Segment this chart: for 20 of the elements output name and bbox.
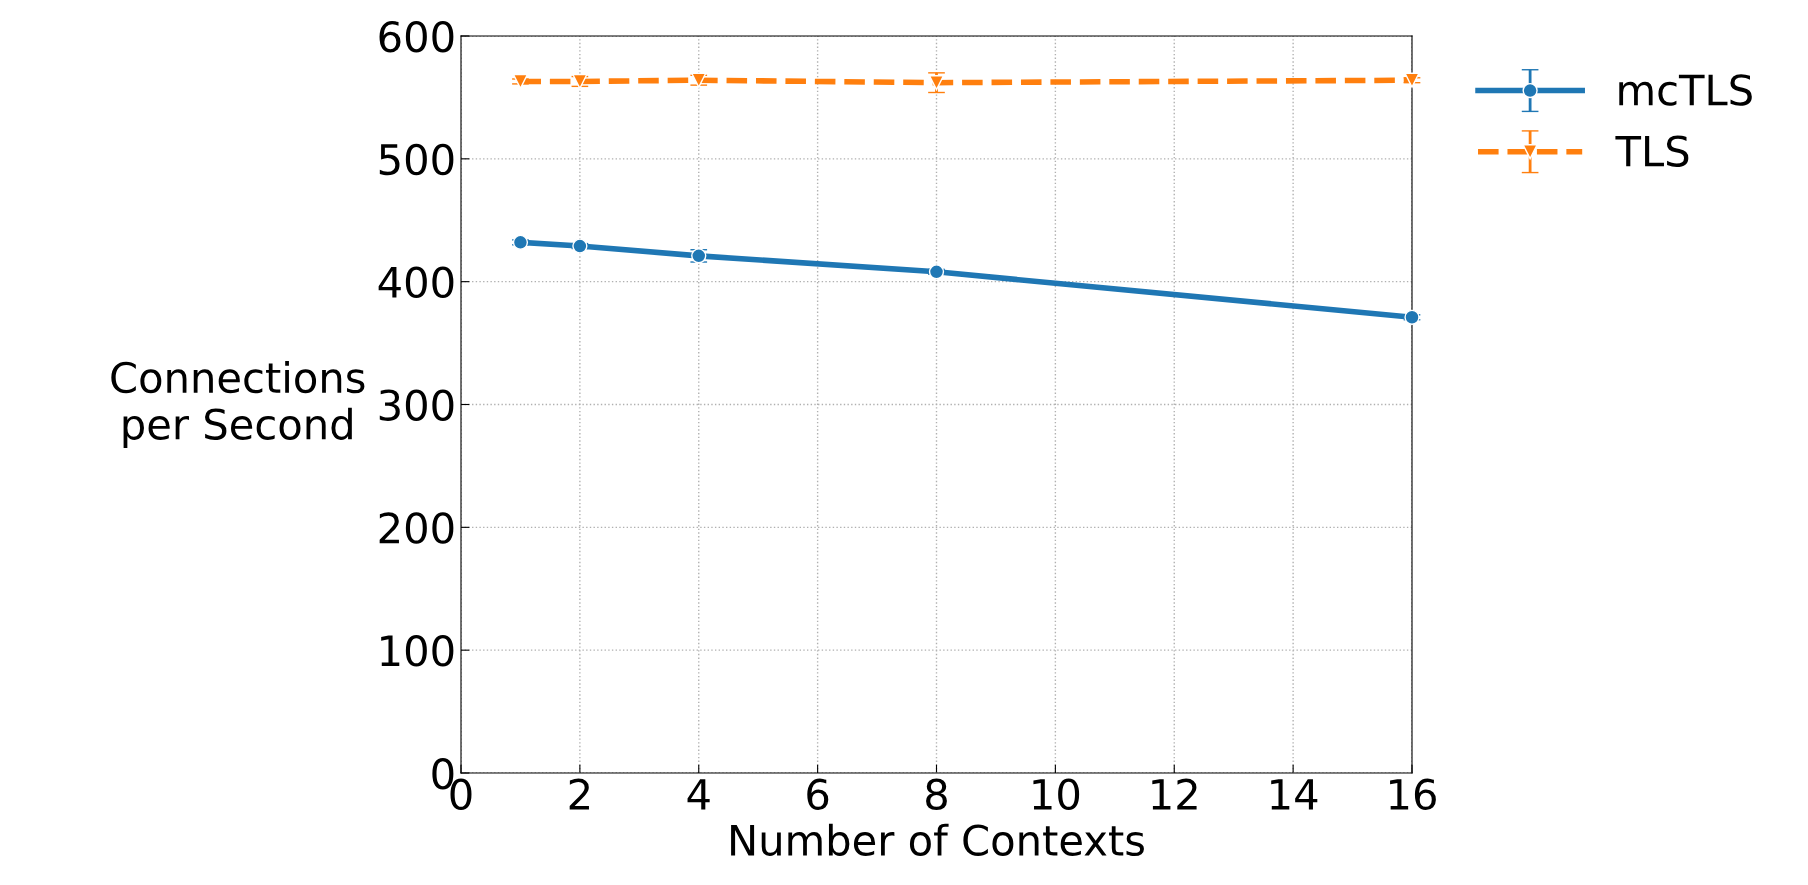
y-tick-label: 600 bbox=[379, 20, 454, 53]
y-tick-label: 400 bbox=[378, 266, 454, 299]
x-axis-title: Number of Contexts bbox=[731, 823, 1144, 856]
y-tick-label: 500 bbox=[379, 143, 454, 176]
x-tick-label: 6 bbox=[807, 778, 829, 811]
x-tick-label: 14 bbox=[1271, 779, 1318, 810]
y-axis-title: Connections per Second bbox=[111, 361, 365, 448]
y-tick-label: 100 bbox=[381, 635, 454, 667]
legend-label: TLS bbox=[1615, 135, 1689, 167]
x-tick-label: 10 bbox=[1033, 778, 1080, 811]
x-tick-label: 4 bbox=[687, 779, 710, 810]
x-tick-label: 2 bbox=[569, 778, 589, 810]
x-tick-label: 16 bbox=[1390, 778, 1436, 811]
y-tick-label: 300 bbox=[379, 389, 454, 421]
x-tick-label: 12 bbox=[1152, 778, 1197, 810]
x-tick-label: 8 bbox=[926, 778, 947, 811]
point bbox=[928, 75, 945, 91]
y-tick-label: 200 bbox=[379, 512, 454, 544]
legend-label: mcTLS bbox=[1619, 74, 1752, 106]
point bbox=[1404, 72, 1420, 88]
